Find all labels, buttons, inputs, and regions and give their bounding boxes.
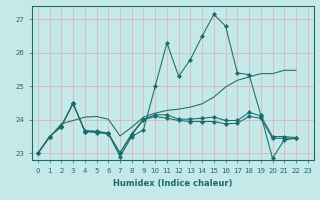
X-axis label: Humidex (Indice chaleur): Humidex (Indice chaleur) xyxy=(113,179,233,188)
